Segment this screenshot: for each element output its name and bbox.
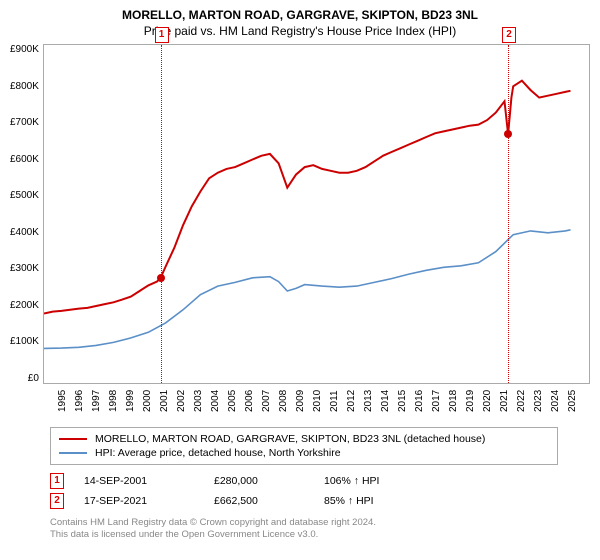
event-ratio: 106% ↑ HPI — [324, 475, 424, 487]
sale-marker-2: 2 — [502, 27, 516, 43]
legend-swatch-property — [59, 438, 87, 440]
footer: Contains HM Land Registry data © Crown c… — [50, 517, 590, 541]
sale-vline-1 — [161, 45, 162, 383]
legend: MORELLO, MARTON ROAD, GARGRAVE, SKIPTON,… — [50, 427, 558, 465]
footer-line-1: Contains HM Land Registry data © Crown c… — [50, 517, 590, 529]
event-marker-icon: 1 — [50, 473, 64, 489]
footer-line-2: This data is licensed under the Open Gov… — [50, 529, 590, 541]
sale-dot-2 — [504, 130, 512, 138]
event-date: 14-SEP-2001 — [84, 475, 194, 487]
sale-events: 1 14-SEP-2001 £280,000 106% ↑ HPI 2 17-S… — [50, 471, 590, 511]
event-marker-icon: 2 — [50, 493, 64, 509]
chart-title-1: MORELLO, MARTON ROAD, GARGRAVE, SKIPTON,… — [10, 8, 590, 22]
sale-vline-2 — [508, 45, 509, 383]
event-row: 1 14-SEP-2001 £280,000 106% ↑ HPI — [50, 471, 590, 491]
event-date: 17-SEP-2021 — [84, 495, 194, 507]
x-axis: 1995199619971998199920002001200220032004… — [54, 386, 584, 397]
sale-marker-1: 1 — [155, 27, 169, 43]
legend-label-property: MORELLO, MARTON ROAD, GARGRAVE, SKIPTON,… — [95, 433, 485, 445]
event-price: £280,000 — [214, 475, 304, 487]
plot-area: 12 — [43, 44, 590, 384]
legend-swatch-hpi — [59, 452, 87, 454]
event-ratio: 85% ↑ HPI — [324, 495, 424, 507]
sale-dot-1 — [157, 274, 165, 282]
event-price: £662,500 — [214, 495, 304, 507]
event-row: 2 17-SEP-2021 £662,500 85% ↑ HPI — [50, 491, 590, 511]
legend-label-hpi: HPI: Average price, detached house, Nort… — [95, 447, 341, 459]
y-axis: £900K£800K£700K£600K£500K£400K£300K£200K… — [10, 44, 43, 384]
